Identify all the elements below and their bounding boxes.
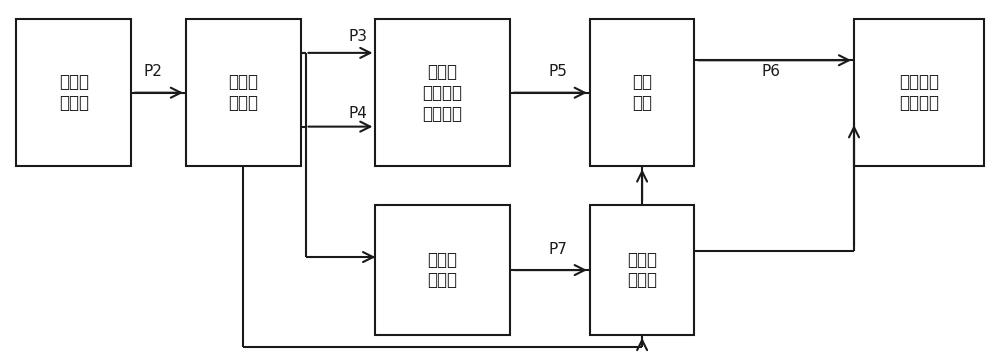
Text: P4: P4 [349,106,368,121]
Bar [375,205,510,335]
Text: P3: P3 [349,29,368,44]
Text: 延时保
护电路: 延时保 护电路 [228,73,258,112]
Text: 保护驱
动电路: 保护驱 动电路 [627,251,657,290]
Text: 检错判
别电路: 检错判 别电路 [428,251,458,290]
Bar [375,19,510,166]
Bar [16,19,131,166]
Text: 触发
电路: 触发 电路 [632,73,652,112]
Text: P2: P2 [144,64,162,79]
Bar [590,205,694,335]
Bar [186,19,301,166]
Text: 自耦补偿
式主电路: 自耦补偿 式主电路 [899,73,939,112]
Bar [854,19,984,166]
Text: 采样比
较电路: 采样比 较电路 [59,73,89,112]
Text: P6: P6 [762,64,781,79]
Text: P7: P7 [548,241,567,257]
Text: P5: P5 [548,64,567,79]
Text: 晶闸管
触发选通
配置电路: 晶闸管 触发选通 配置电路 [423,63,463,122]
Bar [590,19,694,166]
